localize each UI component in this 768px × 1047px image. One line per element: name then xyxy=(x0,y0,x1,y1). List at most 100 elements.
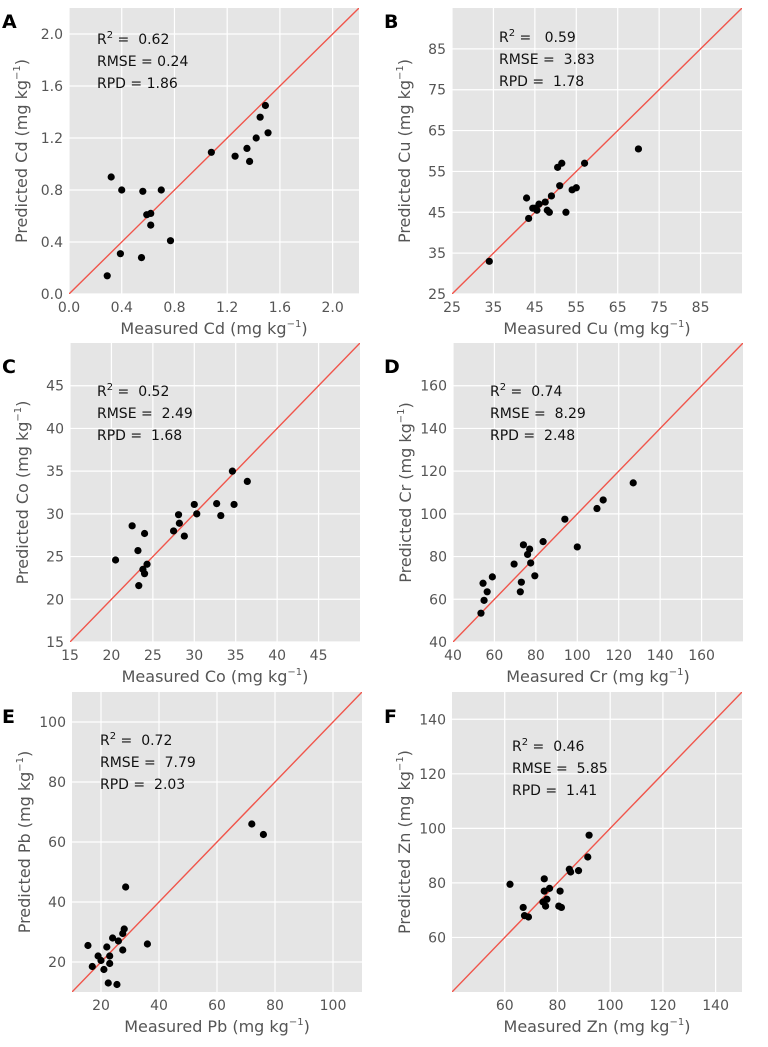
y-tick-label: 35 xyxy=(46,464,64,480)
x-tick-label: 120 xyxy=(605,648,632,664)
data-point xyxy=(175,519,183,527)
panel-letter: E xyxy=(2,706,15,728)
y-tick-label: 20 xyxy=(46,592,64,608)
data-point xyxy=(140,570,149,578)
one-to-one-line xyxy=(452,8,742,294)
y-tick-label: 120 xyxy=(419,767,446,783)
stat-rmse: RMSE = 5.85 xyxy=(512,761,608,777)
x-tick-label: 140 xyxy=(647,648,674,664)
data-point xyxy=(243,144,251,152)
panel-letter: F xyxy=(384,706,397,728)
x-tick-label: 80 xyxy=(266,998,284,1014)
stat-r: R2 = 0.72 xyxy=(100,731,172,749)
stat-rpd: RPD = 1.41 xyxy=(512,783,597,799)
x-tick-label: 120 xyxy=(650,998,677,1014)
data-point xyxy=(545,884,554,892)
stat-rpd: RPD = 2.03 xyxy=(100,777,185,793)
data-point xyxy=(106,952,114,960)
data-point xyxy=(525,214,533,223)
y-tick-label: 25 xyxy=(46,550,64,566)
y-tick-label: 80 xyxy=(48,775,66,791)
data-point xyxy=(228,467,236,475)
data-point xyxy=(248,820,256,828)
panel-letter: C xyxy=(2,356,16,378)
y-axis-label: Predicted Co (mg kg−1) xyxy=(13,401,32,585)
data-point xyxy=(574,867,583,875)
x-axis-label: Measured Co (mg kg−1) xyxy=(122,667,309,686)
data-point xyxy=(190,500,198,509)
x-tick-label: 20 xyxy=(103,648,121,664)
data-point xyxy=(217,511,225,520)
data-point xyxy=(143,940,151,948)
x-tick-label: 45 xyxy=(526,300,544,316)
y-tick-label: 30 xyxy=(46,507,64,523)
panel-f: 60 80 100 120 140 60 80 100 120 140 R2 = 0.46 RMSE … xyxy=(384,692,742,1036)
data-point xyxy=(134,546,142,555)
data-point xyxy=(535,200,543,208)
x-tick-label: 100 xyxy=(564,648,591,664)
data-point xyxy=(516,588,524,596)
data-point xyxy=(477,609,485,617)
data-point xyxy=(567,868,575,876)
panel-a: 0.0 0.4 0.8 1.2 1.6 2.0 0.0 0.4 0.8 1.2 1.6 2.0 R2 =… xyxy=(2,8,359,338)
data-point xyxy=(103,272,111,280)
x-tick-label: 25 xyxy=(443,300,461,316)
data-point xyxy=(488,573,496,581)
x-tick-label: 30 xyxy=(185,648,203,664)
data-point xyxy=(157,186,165,194)
y-tick-label: 65 xyxy=(428,124,446,140)
data-point xyxy=(259,830,267,839)
x-tick-label: 1.2 xyxy=(216,300,238,316)
x-tick-label: 45 xyxy=(310,648,328,664)
data-point xyxy=(147,209,155,217)
x-tick-label: 20 xyxy=(92,998,110,1014)
data-point xyxy=(231,152,239,160)
stat-rmse: RMSE = 8.29 xyxy=(490,406,586,422)
data-point xyxy=(213,500,221,508)
data-point xyxy=(543,895,551,903)
stat-r: R2 = 0.52 xyxy=(97,382,169,400)
data-point xyxy=(104,979,112,987)
data-point xyxy=(122,883,130,891)
y-tick-label: 120 xyxy=(420,464,447,480)
data-point xyxy=(519,541,528,549)
y-tick-label: 160 xyxy=(420,379,447,395)
stat-rmse: RMSE = 3.83 xyxy=(499,52,595,68)
data-point xyxy=(485,257,493,265)
data-point xyxy=(533,206,541,214)
y-tick-label: 40 xyxy=(429,635,447,651)
x-tick-label: 35 xyxy=(485,300,503,316)
data-point xyxy=(541,902,550,910)
y-tick-label: 100 xyxy=(39,715,66,731)
data-point xyxy=(526,545,534,553)
y-tick-label: 100 xyxy=(420,507,447,523)
panel-b: 25 35 45 55 65 75 85 25 35 45 55 65 75 85 R2 = 0.59 RMS… xyxy=(384,8,742,338)
x-tick-label: 60 xyxy=(486,648,504,664)
stat-rmse: RMSE = 2.49 xyxy=(97,406,193,422)
y-tick-label: 35 xyxy=(428,246,446,262)
y-axis-label: Predicted Cr (mg kg−1) xyxy=(396,402,415,583)
data-point xyxy=(634,145,643,153)
data-point xyxy=(166,237,175,245)
panel-c: 15 20 25 30 35 40 45 15 20 25 30 35 40 45 R2 = 0.52 RMS… xyxy=(2,343,360,686)
data-point xyxy=(483,588,491,596)
data-point xyxy=(120,925,128,933)
y-tick-label: 40 xyxy=(48,895,66,911)
data-point xyxy=(174,511,183,519)
x-tick-label: 65 xyxy=(609,300,627,316)
data-point xyxy=(252,134,260,142)
data-point xyxy=(256,113,264,121)
x-tick-label: 40 xyxy=(268,648,286,664)
y-axis-label: Predicted Cd (mg kg−1) xyxy=(12,59,31,243)
x-tick-label: 25 xyxy=(144,648,162,664)
y-tick-label: 80 xyxy=(428,876,446,892)
data-point xyxy=(562,208,570,216)
data-point xyxy=(103,943,111,951)
data-point xyxy=(545,208,553,216)
data-point xyxy=(510,560,518,568)
y-tick-label: 0.0 xyxy=(41,287,63,303)
data-point xyxy=(540,875,548,883)
data-point xyxy=(556,887,564,895)
data-point xyxy=(547,192,556,200)
